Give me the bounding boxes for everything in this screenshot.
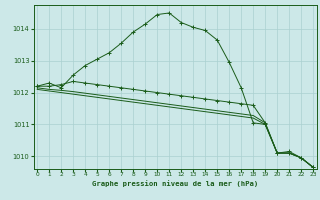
- X-axis label: Graphe pression niveau de la mer (hPa): Graphe pression niveau de la mer (hPa): [92, 180, 258, 187]
